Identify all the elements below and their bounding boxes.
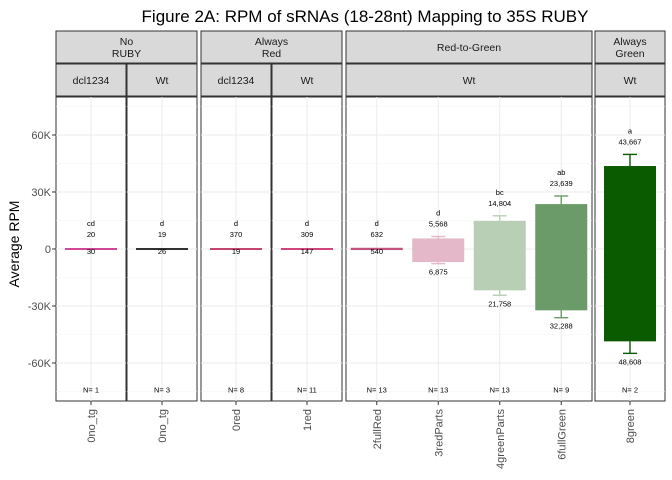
strip-group-label-line: Always — [613, 36, 646, 48]
neg-value-label: 30 — [87, 247, 95, 256]
strip-sub-label: Wt — [156, 75, 169, 87]
panel-3: 309 d 147 N= 11 1red Wt — [271, 63, 343, 431]
strip-group-label-line: Green — [615, 48, 644, 60]
x-tick-label-3redParts: 3redParts — [433, 409, 445, 457]
strip-sub-label: dcl1234 — [218, 75, 255, 87]
y-tick-label-2: 0 — [45, 244, 51, 256]
x-tick-label-0red: 0red — [231, 409, 243, 431]
strip-group-label-line: Always — [255, 36, 288, 48]
x-tick-label-6fullGreen: 6fullGreen — [556, 409, 568, 460]
bar-3redParts — [412, 238, 465, 263]
pos-value-label: 43,667 — [619, 137, 642, 146]
panel-2: 370 d 19 N= 8 0red dcl1234 — [200, 63, 272, 431]
neg-value-label: 21,758 — [488, 299, 511, 308]
significance-letter: d — [436, 209, 440, 218]
y-tick-label-3: -30K — [28, 301, 52, 313]
strip-sub-label: Wt — [463, 75, 476, 87]
sample-count-label: N= 13 — [490, 386, 510, 395]
sample-count-label: N= 8 — [228, 386, 244, 395]
neg-value-label: 32,288 — [550, 322, 573, 331]
bar-4greenParts — [473, 220, 526, 291]
x-tick-label-1red: 1red — [302, 409, 314, 431]
x-tick-label-0no_tg: 0no_tg — [157, 409, 169, 443]
bar-8green — [604, 166, 656, 342]
bar-2fullRed — [350, 247, 403, 251]
strip-group-0 — [55, 30, 198, 64]
strip-sub-label: Wt — [301, 75, 314, 87]
bar-0no_tg — [65, 248, 117, 250]
strip-group-label: Always Green — [613, 36, 646, 60]
x-tick-label-2fullRed: 2fullRed — [372, 409, 384, 449]
strip-group-label-line: Red-to-Green — [437, 42, 501, 54]
sample-count-label: N= 13 — [367, 386, 387, 395]
pos-value-label: 5,568 — [429, 220, 448, 229]
pos-value-label: 370 — [230, 230, 243, 239]
strip-group-label-line: Red — [262, 48, 281, 60]
strip-sub-1 — [126, 63, 198, 97]
bar-1red — [281, 248, 333, 250]
y-tick-label-4: -60K — [28, 358, 52, 370]
y-tick-label-0: 60K — [31, 130, 51, 142]
panel-1: 19 d 26 N= 3 0no_tg Wt — [126, 63, 198, 443]
pos-value-label: 23,639 — [550, 179, 573, 188]
pos-value-label: 20 — [87, 230, 95, 239]
pos-value-label: 14,804 — [488, 199, 511, 208]
chart-title: Figure 2A: RPM of sRNAs (18-28nt) Mappin… — [142, 7, 589, 26]
significance-letter: d — [160, 219, 164, 228]
panel-0: 20 cd 30 N= 1 0no_tg dcl1234 — [55, 63, 127, 443]
strip-group-label-line: RUBY — [112, 48, 141, 60]
strip-sub-label: dcl1234 — [73, 75, 110, 87]
strip-sub-label: Wt — [624, 75, 637, 87]
sample-count-label: N= 9 — [553, 386, 569, 395]
plot-area: 60K 30K 0 -30K -60K 20 cd 30 N= 1 0no_tg dcl1234 19… — [28, 30, 666, 469]
significance-letter: cd — [87, 219, 95, 228]
strip-sub-4 — [345, 63, 593, 97]
neg-value-label: 19 — [232, 247, 240, 256]
panel-5: 43,667 a 48,608 N= 2 8green Wt — [594, 63, 666, 443]
x-tick-label-0no_tg: 0no_tg — [86, 409, 98, 443]
strip-group-label-line: No — [120, 36, 134, 48]
pos-value-label: 19 — [158, 230, 166, 239]
sample-count-label: N= 3 — [154, 386, 170, 395]
strip-group-1 — [200, 30, 343, 64]
strip-group-2 — [345, 30, 593, 64]
x-tick-label-8green: 8green — [625, 409, 637, 443]
x-tick-label-4greenParts: 4greenParts — [495, 409, 507, 469]
sample-count-label: N= 11 — [297, 386, 317, 395]
significance-letter: d — [234, 219, 238, 228]
bar-6fullGreen — [535, 204, 588, 311]
y-tick-label-1: 30K — [31, 187, 51, 199]
sample-count-label: N= 2 — [622, 386, 638, 395]
sample-count-label: N= 1 — [83, 386, 99, 395]
strip-group-label: Always Red — [255, 36, 288, 60]
strip-sub-0 — [55, 63, 127, 97]
neg-value-label: 48,608 — [619, 357, 642, 366]
pos-value-label: 632 — [370, 230, 383, 239]
strip-sub-5 — [594, 63, 666, 97]
significance-letter: ab — [557, 168, 565, 177]
pos-value-label: 309 — [301, 230, 314, 239]
y-axis-title: Average RPM — [6, 201, 22, 288]
significance-letter: d — [375, 219, 379, 228]
neg-value-label: 26 — [158, 247, 166, 256]
strip-group-label: Red-to-Green — [437, 42, 501, 54]
neg-value-label: 147 — [301, 247, 314, 256]
neg-value-label: 540 — [370, 247, 383, 256]
strip-sub-2 — [200, 63, 272, 97]
significance-letter: a — [628, 126, 633, 135]
strip-group-3 — [594, 30, 666, 64]
sample-count-label: N= 13 — [428, 386, 448, 395]
strip-sub-3 — [271, 63, 343, 97]
significance-letter: bc — [496, 188, 504, 197]
neg-value-label: 6,875 — [429, 268, 448, 277]
strip-group-label: No RUBY — [112, 36, 141, 60]
significance-letter: d — [305, 219, 309, 228]
bar-0red — [210, 248, 262, 250]
panel-4: 632 d 540 N= 13 2fullRed 5,568 d 6,875 N= 13 3red… — [345, 63, 593, 469]
bar-0no_tg — [136, 248, 188, 250]
